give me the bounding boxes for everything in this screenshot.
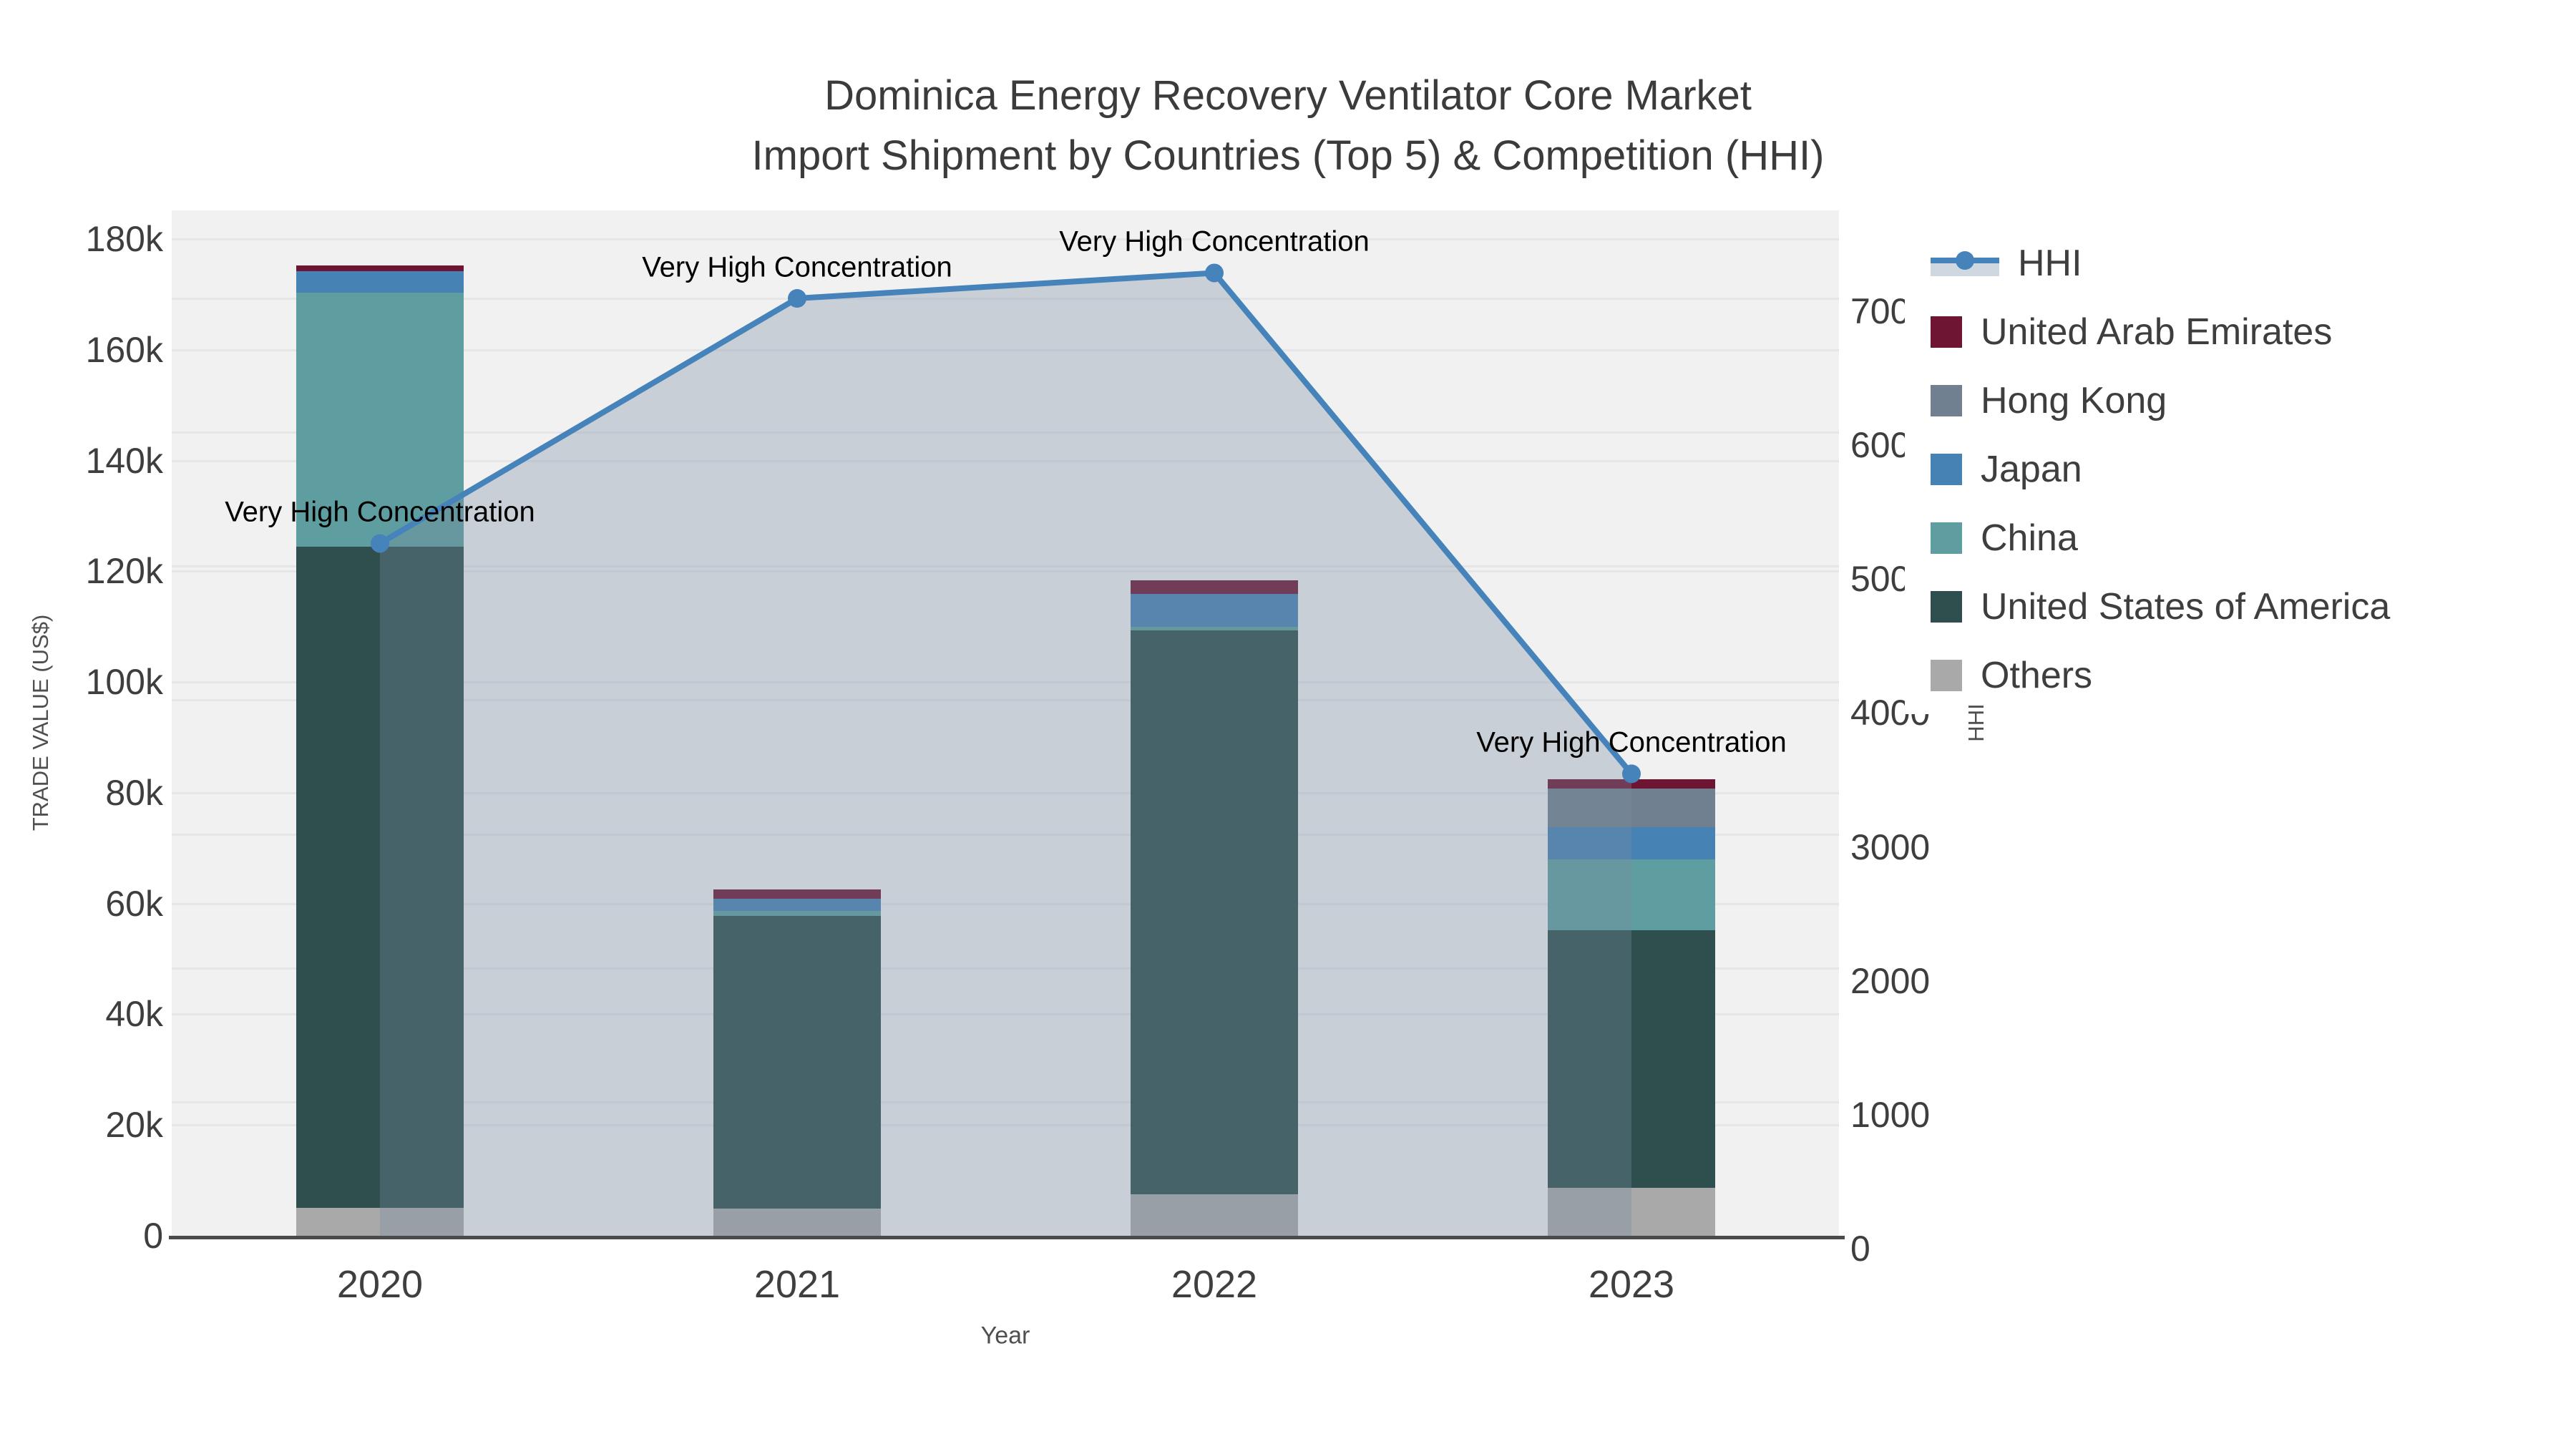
legend-label: Hong Kong	[1981, 380, 2167, 421]
annotation-2020: Very High Concentration	[225, 496, 535, 528]
bar-segment-united-arab-emirates[interactable]	[713, 889, 881, 899]
gridline	[172, 902, 1839, 905]
bar-segment-united-arab-emirates[interactable]	[1131, 580, 1298, 595]
bar-segment-japan[interactable]	[296, 270, 464, 293]
gridline	[172, 570, 1839, 573]
legend-color-swatch	[1931, 316, 1962, 348]
hhi-marker[interactable]	[788, 289, 806, 308]
bar-segment-united-states-of-america[interactable]	[1548, 930, 1715, 1188]
hhi-marker[interactable]	[1205, 263, 1224, 283]
legend-line-swatch	[1931, 249, 1999, 278]
hhi-marker[interactable]	[1622, 764, 1641, 784]
annotation-2022: Very High Concentration	[1059, 225, 1370, 258]
legend-item-united-states-of-america[interactable]: United States of America	[1905, 572, 2576, 641]
bar-segment-japan[interactable]	[1131, 594, 1298, 628]
legend-label: Others	[1981, 655, 2093, 696]
gridline	[172, 681, 1839, 684]
y-left-tick-label: 80k	[105, 772, 163, 813]
gridline	[172, 791, 1839, 794]
legend-item-china[interactable]: China	[1905, 504, 2576, 572]
hhi-line-layer	[371, 263, 1641, 1236]
gridline	[172, 459, 1839, 462]
bar-segment-others[interactable]	[1131, 1194, 1298, 1236]
legend-label: HHI	[2018, 243, 2082, 284]
hhi-line[interactable]	[378, 270, 1634, 776]
bar-segment-united-states-of-america[interactable]	[1131, 630, 1298, 1194]
x-tick-label: 2021	[753, 1263, 841, 1306]
gridline	[172, 833, 1839, 836]
y-left-tick-label: 20k	[105, 1105, 163, 1146]
legend-color-swatch	[1931, 591, 1962, 623]
chart-title-line-2: Import Shipment by Countries (Top 5) & C…	[751, 132, 1825, 179]
y-right-tick-label: 0	[1850, 1229, 1870, 1269]
hhi-marker[interactable]	[371, 534, 389, 553]
bar-segment-united-arab-emirates[interactable]	[296, 265, 464, 271]
gridline	[172, 1101, 1839, 1103]
y-left-tick-label: 60k	[105, 883, 163, 924]
gridline	[172, 348, 1839, 351]
gridline	[172, 298, 1839, 300]
x-axis-line	[169, 1236, 1845, 1239]
legend-label: United States of America	[1981, 586, 2391, 628]
y-left-tick-label: 40k	[105, 994, 163, 1035]
legend-item-others[interactable]: Others	[1905, 641, 2576, 710]
bar-segment-china[interactable]	[296, 293, 464, 547]
plot-area	[172, 210, 1839, 1236]
gridline	[172, 565, 1839, 568]
chart-title-line-1: Dominica Energy Recovery Ventilator Core…	[824, 72, 1752, 119]
gridline	[172, 1013, 1839, 1016]
bar-segment-united-arab-emirates[interactable]	[1548, 779, 1715, 789]
gridline	[172, 1124, 1839, 1127]
legend-item-hhi[interactable]: HHI	[1905, 229, 2576, 298]
gridline	[172, 967, 1839, 970]
x-tick-label: 2023	[1588, 1263, 1675, 1306]
y-right-tick-label: 3000	[1850, 826, 1931, 867]
bar-segment-others[interactable]	[296, 1208, 464, 1236]
legend: HHI United Arab Emirates Hong Kong Japan Chi…	[1905, 228, 2576, 714]
bar-segment-china[interactable]	[713, 910, 881, 916]
annotation-2023: Very High Concentration	[1476, 726, 1787, 758]
legend-color-swatch	[1931, 660, 1962, 691]
y-left-tick-label: 180k	[85, 219, 163, 259]
legend-color-swatch	[1931, 454, 1962, 485]
bar-segment-others[interactable]	[713, 1209, 881, 1236]
legend-item-united-arab-emirates[interactable]: United Arab Emirates	[1905, 298, 2576, 366]
x-tick-label: 2020	[336, 1263, 424, 1306]
x-axis-title: Year	[980, 1322, 1030, 1350]
legend-item-hong-kong[interactable]: Hong Kong	[1905, 366, 2576, 435]
x-tick-label: 2022	[1171, 1263, 1258, 1306]
y-axis-title-right: HHI	[1963, 703, 1989, 742]
hhi-area-fill	[380, 273, 1631, 1236]
annotation-2021: Very High Concentration	[642, 251, 952, 283]
gridline	[172, 431, 1839, 434]
legend-label: China	[1981, 517, 2078, 559]
legend-color-swatch	[1931, 522, 1962, 554]
y-left-tick-label: 0	[143, 1216, 163, 1256]
bar-segment-united-states-of-america[interactable]	[296, 546, 464, 1209]
bar-segment-hong-kong[interactable]	[1548, 789, 1715, 827]
chart-title: Dominica Energy Recovery Ventilator Core…	[0, 66, 2576, 186]
y-right-tick-label: 1000	[1850, 1094, 1931, 1135]
bar-segment-china[interactable]	[1548, 859, 1715, 930]
gridline	[172, 238, 1839, 240]
y-axis-title-left: TRADE VALUE (US$)	[28, 614, 53, 831]
legend-item-japan[interactable]: Japan	[1905, 435, 2576, 504]
y-left-tick-label: 100k	[85, 662, 163, 703]
y-left-tick-label: 140k	[85, 440, 163, 481]
y-left-tick-label: 160k	[85, 329, 163, 370]
y-right-tick-label: 2000	[1850, 960, 1931, 1001]
bar-segment-others[interactable]	[1548, 1187, 1715, 1236]
legend-color-swatch	[1931, 385, 1962, 416]
y-left-tick-label: 120k	[85, 551, 163, 592]
bar-segment-japan[interactable]	[713, 899, 881, 911]
gridline	[172, 699, 1839, 702]
bar-segment-united-states-of-america[interactable]	[713, 915, 881, 1209]
legend-label: Japan	[1981, 449, 2082, 490]
bar-segment-china[interactable]	[1131, 627, 1298, 631]
legend-label: United Arab Emirates	[1981, 311, 2333, 353]
bar-segment-japan[interactable]	[1548, 826, 1715, 859]
